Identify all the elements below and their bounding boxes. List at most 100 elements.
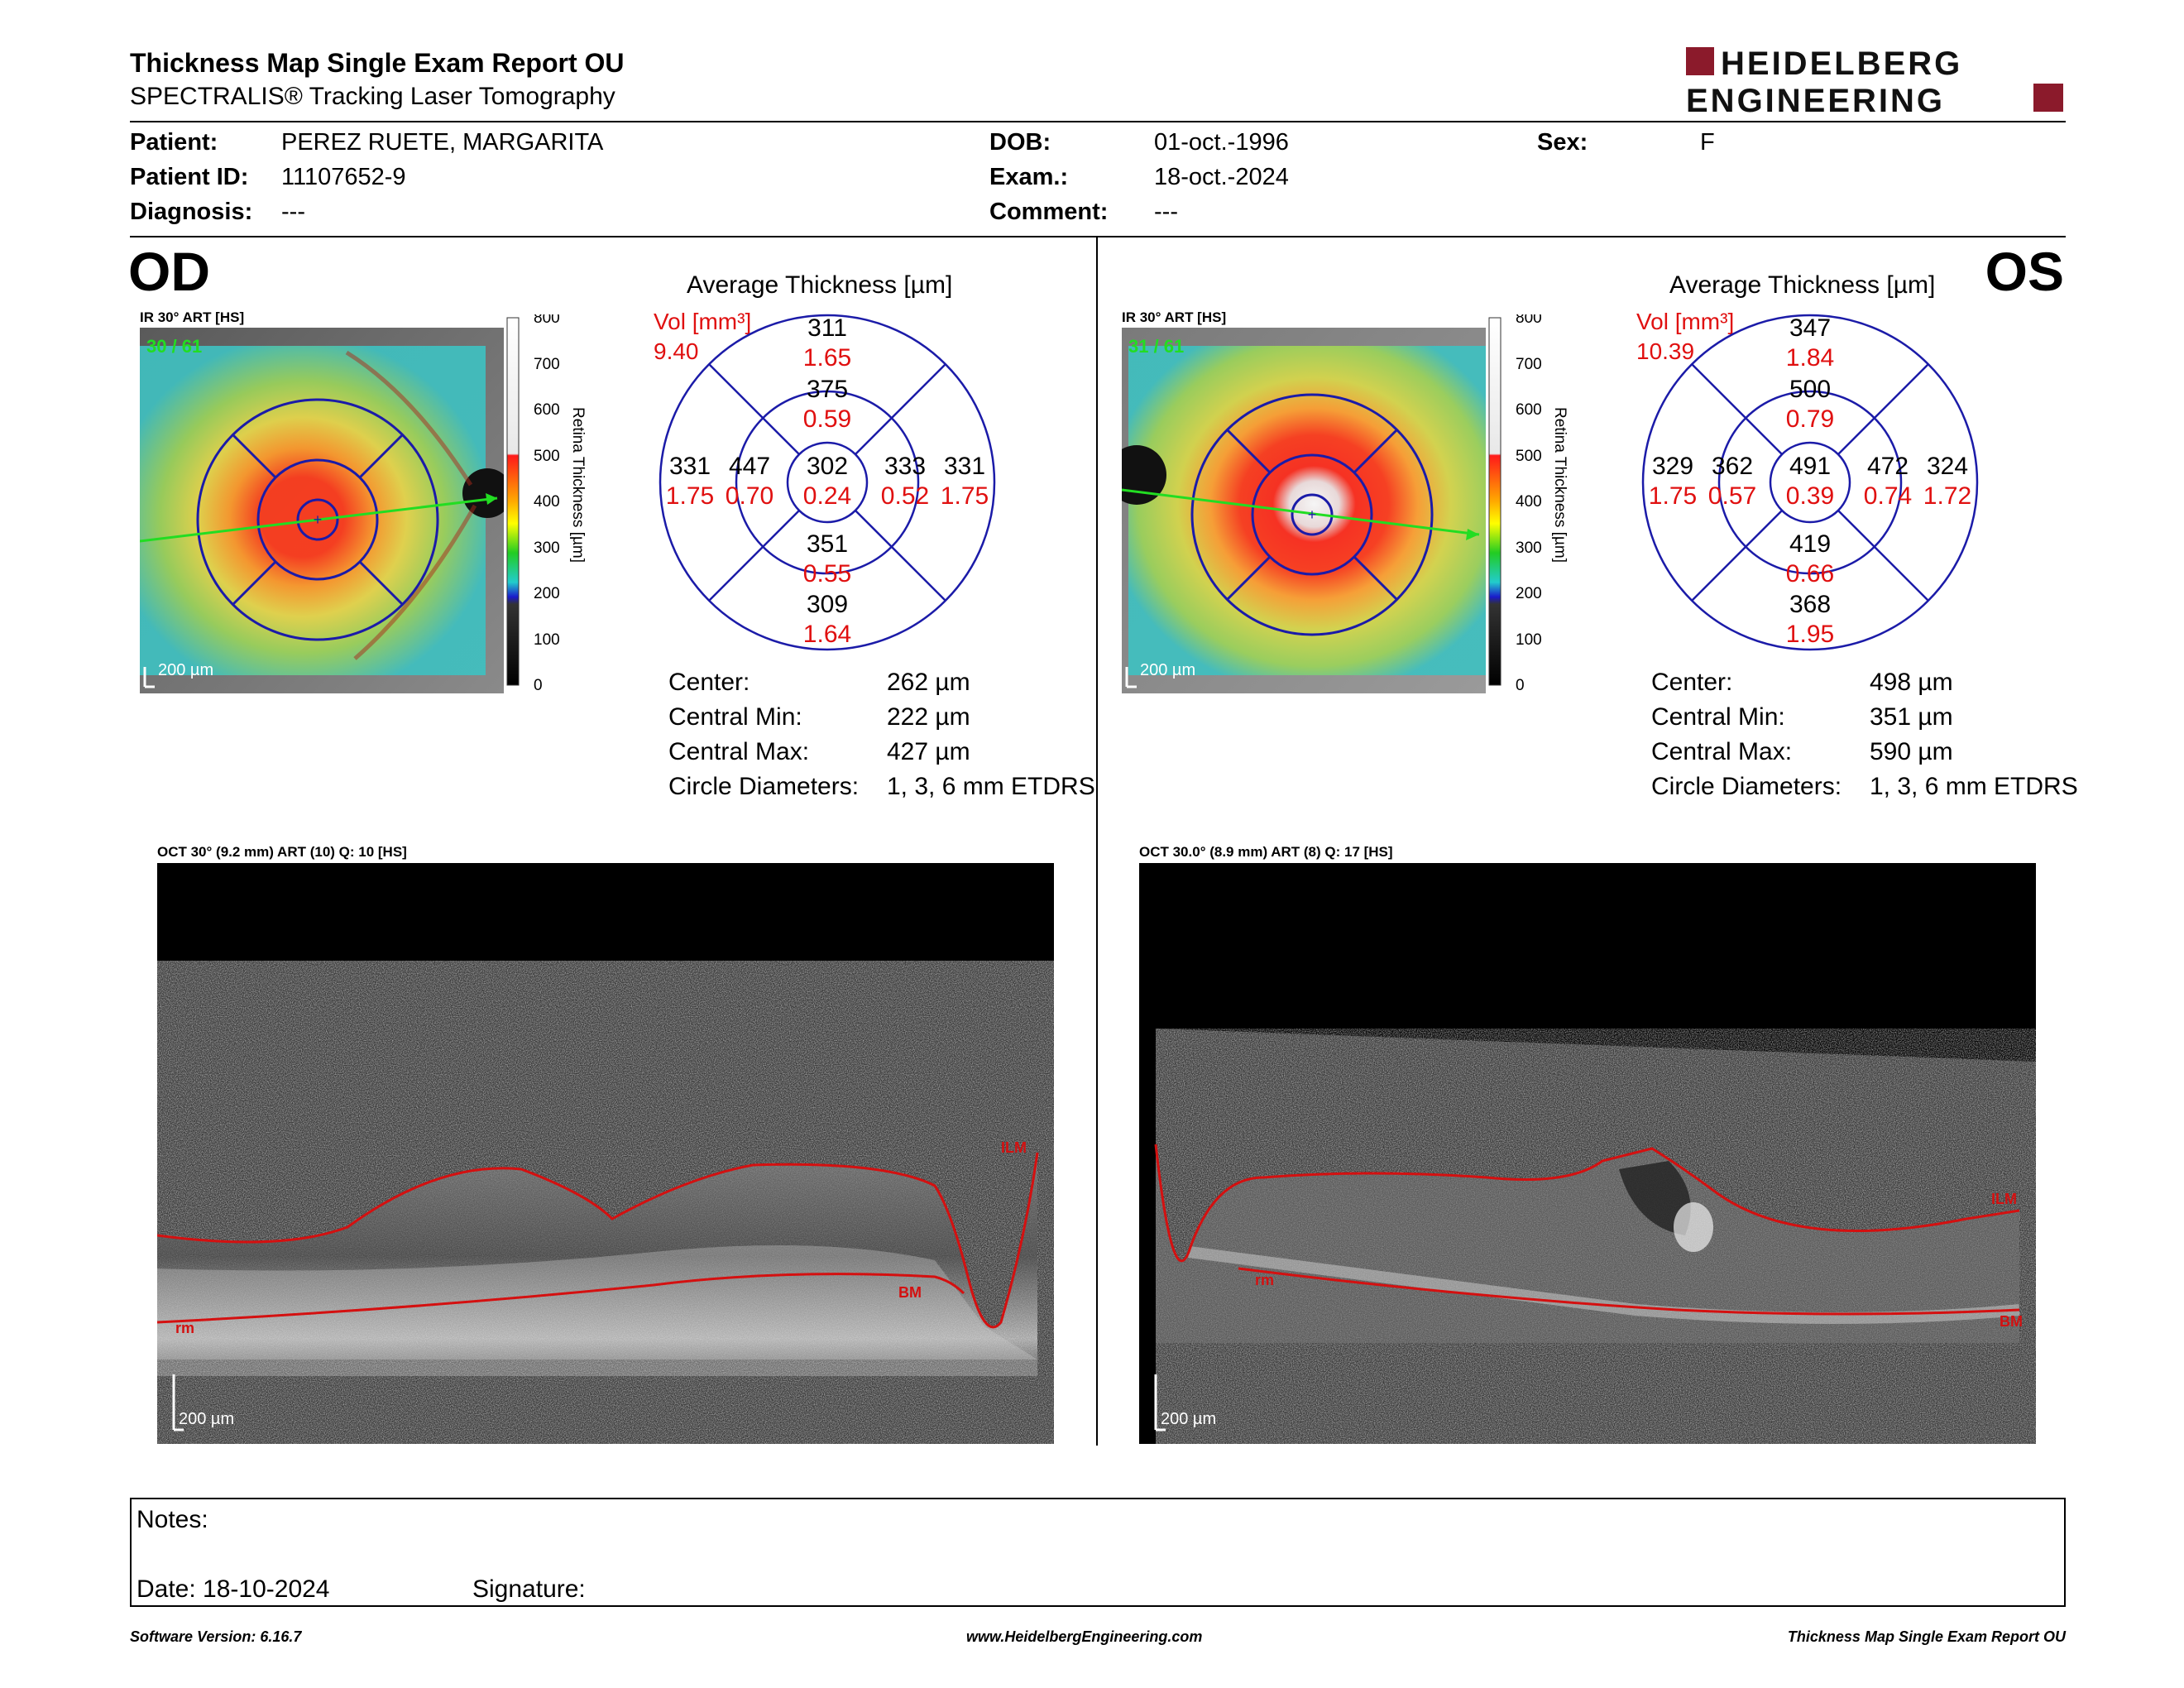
svg-text:200 µm: 200 µm	[179, 1410, 234, 1428]
comment-label: Comment:	[989, 199, 1109, 225]
svg-text:400: 400	[1516, 493, 1542, 511]
svg-text:800: 800	[534, 314, 560, 327]
svg-text:30 / 61: 30 / 61	[146, 336, 202, 357]
os-diam-value: 1, 3, 6 mm ETDRS	[1870, 773, 2078, 800]
os-min-value: 351 µm	[1870, 703, 1953, 731]
svg-text:400: 400	[534, 493, 560, 511]
od-colorbar: 800 700 600 500 400 300 200 100 0 Retina…	[505, 309, 596, 695]
od-avg-title: Average Thickness [µm]	[687, 271, 953, 299]
os-thickness-map: + 31 / 61 200 µm	[1122, 328, 1486, 693]
od-thickness-map: + 30 / 61 200 µm	[140, 328, 504, 693]
svg-text:ILM: ILM	[1991, 1191, 2017, 1207]
svg-text:0.39: 0.39	[1786, 482, 1834, 510]
svg-text:Vol [mm³]: Vol [mm³]	[654, 309, 751, 334]
svg-text:200 µm: 200 µm	[158, 661, 213, 679]
od-oct-scan: ILM BM rm 200 µm	[157, 863, 1054, 1444]
os-colorbar: 800 700 600 500 400 300 200 100 0 Retina…	[1487, 309, 1578, 695]
svg-text:200 µm: 200 µm	[1161, 1410, 1216, 1428]
svg-text:368: 368	[1789, 591, 1831, 618]
exam-label: Exam.:	[989, 164, 1069, 190]
svg-text:0.55: 0.55	[803, 560, 851, 587]
svg-text:491: 491	[1789, 453, 1831, 480]
od-min-label: Central Min:	[668, 703, 802, 731]
svg-text:329: 329	[1652, 453, 1693, 480]
diagnosis-label: Diagnosis:	[130, 199, 253, 225]
svg-text:331: 331	[669, 453, 711, 480]
footer-website[interactable]: www.HeidelbergEngineering.com	[966, 1628, 1203, 1645]
svg-text:200: 200	[1516, 585, 1542, 602]
svg-text:0.24: 0.24	[803, 482, 851, 510]
svg-text:300: 300	[1516, 539, 1542, 557]
footer-report-name: Thickness Map Single Exam Report OU	[1787, 1628, 2066, 1645]
svg-text:309: 309	[807, 591, 848, 618]
patient-label: Patient:	[130, 129, 218, 156]
svg-text:10.39: 10.39	[1636, 338, 1694, 364]
signature-label: Signature:	[472, 1575, 586, 1603]
eye-divider	[1096, 237, 1098, 1446]
svg-text:0.70: 0.70	[726, 482, 774, 510]
svg-text:0: 0	[1516, 677, 1525, 694]
svg-text:419: 419	[1789, 530, 1831, 558]
svg-text:0.59: 0.59	[803, 405, 851, 433]
svg-text:rm: rm	[175, 1320, 194, 1336]
svg-text:1.75: 1.75	[941, 482, 989, 510]
svg-text:351: 351	[807, 530, 848, 558]
notes-box[interactable]: Notes: Date: 18-10-2024 Signature:	[130, 1498, 2066, 1607]
svg-text:347: 347	[1789, 314, 1831, 342]
patient-id: 11107652-9	[281, 164, 406, 190]
svg-text:700: 700	[534, 356, 560, 373]
svg-text:600: 600	[1516, 401, 1542, 419]
svg-text:324: 324	[1927, 453, 1968, 480]
svg-text:600: 600	[534, 401, 560, 419]
dob-label: DOB:	[989, 129, 1051, 156]
svg-text:1.95: 1.95	[1786, 621, 1834, 648]
od-eye-label: OD	[128, 241, 210, 302]
svg-text:311: 311	[807, 314, 847, 342]
svg-text:331: 331	[944, 453, 985, 480]
os-diam-label: Circle Diameters:	[1651, 773, 1842, 800]
header-divider	[130, 121, 2066, 122]
report-title: Thickness Map Single Exam Report OU	[130, 48, 625, 78]
od-center-label: Center:	[668, 669, 750, 696]
svg-text:+: +	[314, 511, 323, 528]
svg-text:Retina Thickness [µm]: Retina Thickness [µm]	[569, 407, 587, 563]
os-oct-scan: ILM BM rm 200 µm	[1139, 863, 2036, 1444]
dob-value: 01-oct.-1996	[1154, 129, 1289, 156]
od-diam-label: Circle Diameters:	[668, 773, 860, 800]
os-oct-label: OCT 30.0° (8.9 mm) ART (8) Q: 17 [HS]	[1139, 844, 1393, 860]
svg-text:Retina Thickness [µm]: Retina Thickness [µm]	[1551, 407, 1569, 563]
svg-text:0.52: 0.52	[881, 482, 929, 510]
svg-text:0.79: 0.79	[1786, 405, 1834, 433]
svg-text:100: 100	[1516, 631, 1542, 649]
svg-text:0: 0	[534, 677, 543, 694]
os-etdrs-grid: Vol [mm³] 10.39 347 1.84 500 0.79 329 1.…	[1636, 306, 1992, 654]
svg-text:362: 362	[1712, 453, 1753, 480]
od-diam-value: 1, 3, 6 mm ETDRS	[887, 773, 1095, 800]
od-max-label: Central Max:	[668, 738, 810, 765]
svg-text:472: 472	[1867, 453, 1909, 480]
svg-text:Vol [mm³]: Vol [mm³]	[1636, 309, 1734, 334]
svg-text:200: 200	[534, 585, 560, 602]
svg-text:ENGINEERING: ENGINEERING	[1686, 83, 1945, 117]
os-eye-label: OS	[1985, 241, 2064, 302]
svg-text:BM: BM	[898, 1284, 922, 1301]
svg-text:BM: BM	[2000, 1313, 2023, 1330]
svg-text:1.75: 1.75	[1649, 482, 1697, 510]
sex-label: Sex:	[1537, 129, 1588, 156]
os-max-label: Central Max:	[1651, 738, 1793, 765]
os-center-label: Center:	[1651, 669, 1733, 696]
od-ir-label: IR 30° ART [HS]	[140, 309, 245, 325]
svg-text:700: 700	[1516, 356, 1542, 373]
notes-label: Notes:	[136, 1506, 208, 1533]
od-etdrs-grid: Vol [mm³] 9.40 311 1.65 375 0.59 331 1.7…	[654, 306, 1009, 654]
od-min-value: 222 µm	[887, 703, 970, 731]
svg-text:1.75: 1.75	[666, 482, 714, 510]
os-avg-title: Average Thickness [µm]	[1669, 271, 1936, 299]
svg-text:ILM: ILM	[1001, 1139, 1027, 1156]
svg-text:0.66: 0.66	[1786, 560, 1834, 587]
date-label: Date: 18-10-2024	[136, 1575, 330, 1603]
od-oct-label: OCT 30° (9.2 mm) ART (10) Q: 10 [HS]	[157, 844, 407, 860]
svg-text:1.64: 1.64	[803, 621, 851, 648]
svg-text:333: 333	[884, 453, 926, 480]
patient-id-label: Patient ID:	[130, 164, 249, 190]
